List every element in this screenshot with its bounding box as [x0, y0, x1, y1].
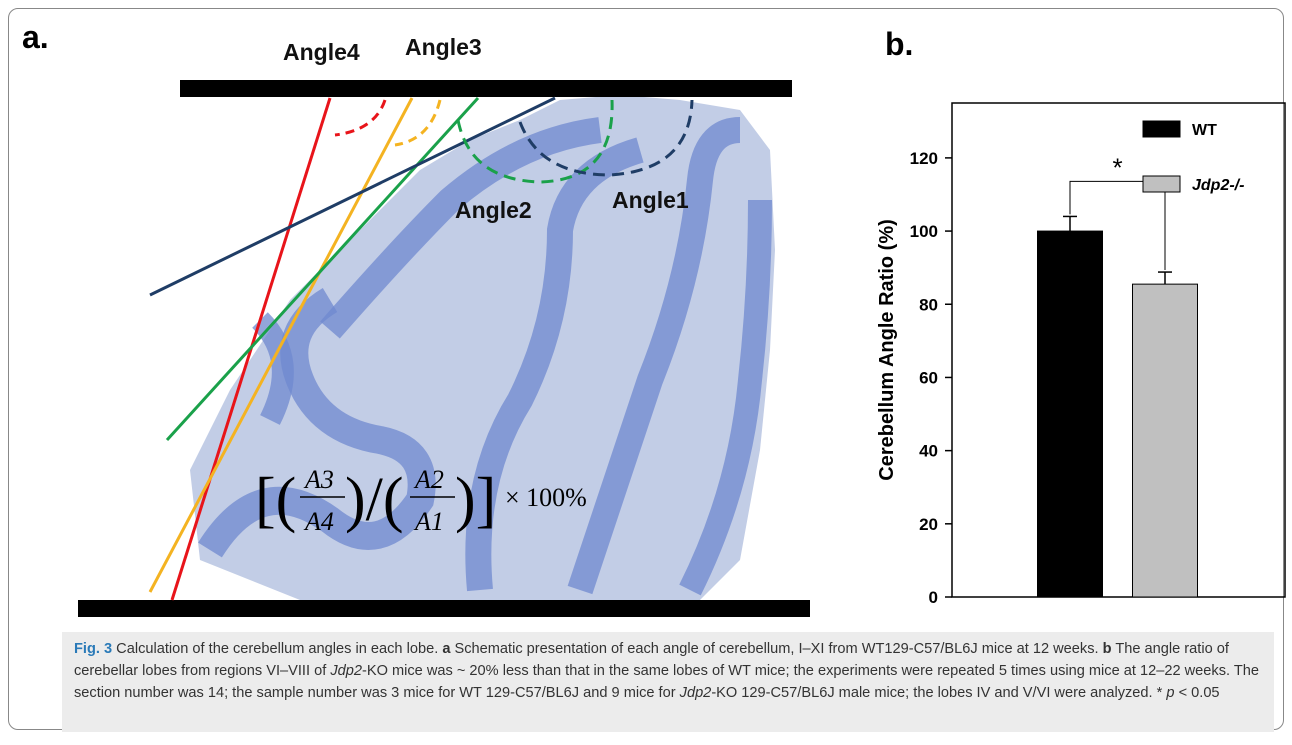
top-bar	[180, 80, 792, 97]
y-tick-label: 0	[929, 588, 938, 607]
y-tick-label: 40	[919, 442, 938, 461]
y-tick-label: 60	[919, 368, 938, 387]
caption-text: b	[1103, 641, 1112, 657]
caption-text: Jdp2	[330, 663, 362, 679]
formula-factor: × 100%	[505, 483, 587, 512]
bar	[1133, 284, 1198, 597]
caption-label: Fig. 3	[74, 641, 112, 657]
caption-text: Schematic presentation of each angle of …	[450, 641, 1102, 657]
formula-term: A3	[303, 465, 334, 494]
bracket: )]	[455, 466, 496, 534]
angle4-arc	[335, 100, 385, 135]
angle-label: Angle3	[405, 34, 482, 60]
legend-swatch	[1143, 176, 1180, 192]
angle3-arc	[395, 100, 440, 145]
figure: a. Angle4 Angle3 Angle2 Angle1 [( A3 A4 …	[0, 0, 1292, 632]
bracket: [(	[255, 466, 296, 534]
caption-text: Calculation of the cerebellum angles in …	[116, 641, 442, 657]
legend-label: Jdp2-/-	[1192, 177, 1244, 194]
caption-text: -KO 129-C57/BL6J male mice; the lobes IV…	[711, 685, 1166, 701]
angle-label: Angle4	[283, 39, 360, 65]
formula-term: A4	[303, 507, 334, 536]
y-tick-label: 20	[919, 515, 938, 534]
y-tick-label: 80	[919, 295, 938, 314]
caption-text: < 0.05	[1175, 685, 1220, 701]
angle-label: Angle2	[455, 197, 532, 223]
significance-mark: *	[1112, 152, 1122, 182]
formula-term: A1	[413, 507, 444, 536]
panel-label: b.	[885, 26, 913, 62]
angle-label: Angle1	[612, 187, 689, 213]
y-axis-label: Cerebellum Angle Ratio (%)	[876, 219, 898, 481]
y-tick-label: 100	[910, 222, 938, 241]
y-tick-label: 120	[910, 149, 938, 168]
bottom-bar	[78, 600, 810, 617]
panel-label: a.	[22, 19, 49, 55]
caption-text: Jdp2	[680, 685, 712, 701]
caption-text: p	[1166, 685, 1174, 701]
bar	[1038, 231, 1103, 597]
bracket: )/(	[345, 466, 404, 534]
legend-label: WT	[1192, 122, 1217, 139]
caption: Fig. 3 Calculation of the cerebellum ang…	[62, 632, 1274, 732]
formula-term: A2	[413, 465, 444, 494]
legend-swatch	[1143, 121, 1180, 137]
